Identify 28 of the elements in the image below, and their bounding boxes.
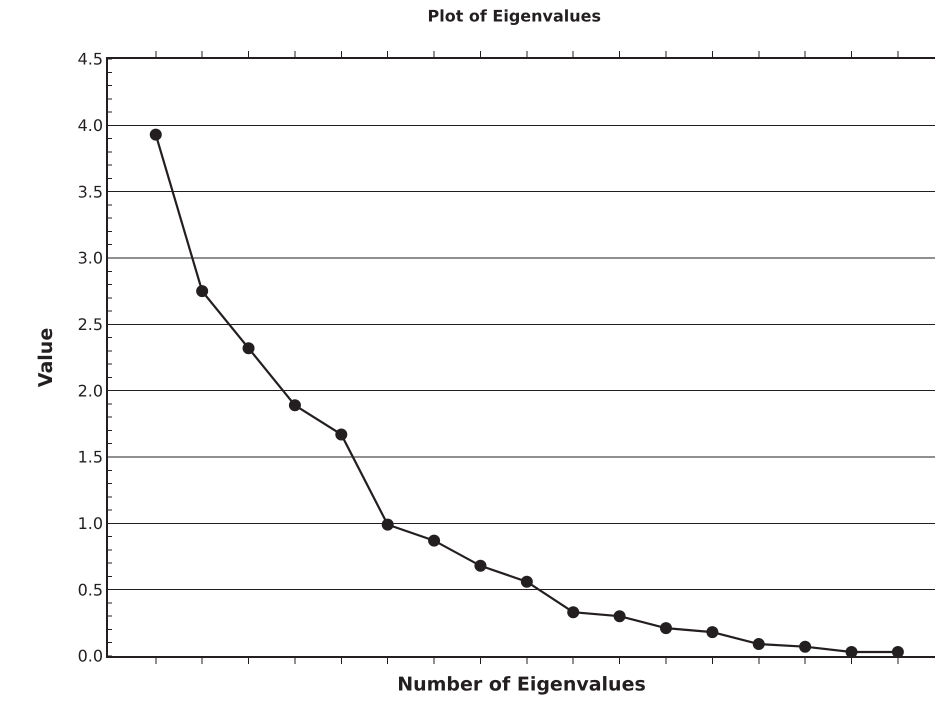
y-tick-label: 2.5 <box>78 314 104 334</box>
y-tick-label: 4.0 <box>78 116 104 135</box>
point <box>706 626 718 638</box>
y-tick-label: 2.0 <box>78 381 104 400</box>
point <box>196 285 208 298</box>
point <box>242 342 255 354</box>
point <box>150 128 162 141</box>
y-tick-label: 3.0 <box>78 248 104 268</box>
y-tick-label: 4.5 <box>78 50 104 69</box>
y-tick-label: 1.0 <box>78 514 104 533</box>
y-tick-label: 3.5 <box>78 182 104 202</box>
point <box>474 560 486 572</box>
chart-title: Plot of Eigenvalues <box>427 6 602 26</box>
point <box>660 622 672 634</box>
point <box>567 606 580 618</box>
point <box>520 576 533 588</box>
point <box>752 638 765 650</box>
y-axis-title: Value <box>34 328 57 388</box>
y-tick-label: 0.5 <box>78 580 104 600</box>
point <box>799 640 812 653</box>
x-axis-title: Number of Eigenvalues <box>397 673 646 696</box>
point <box>288 399 301 412</box>
y-tick-label: 1.5 <box>78 448 104 467</box>
point <box>614 610 626 622</box>
point <box>335 428 348 440</box>
point <box>382 518 394 531</box>
y-tick-label: 0.0 <box>78 646 104 666</box>
point <box>428 534 440 547</box>
